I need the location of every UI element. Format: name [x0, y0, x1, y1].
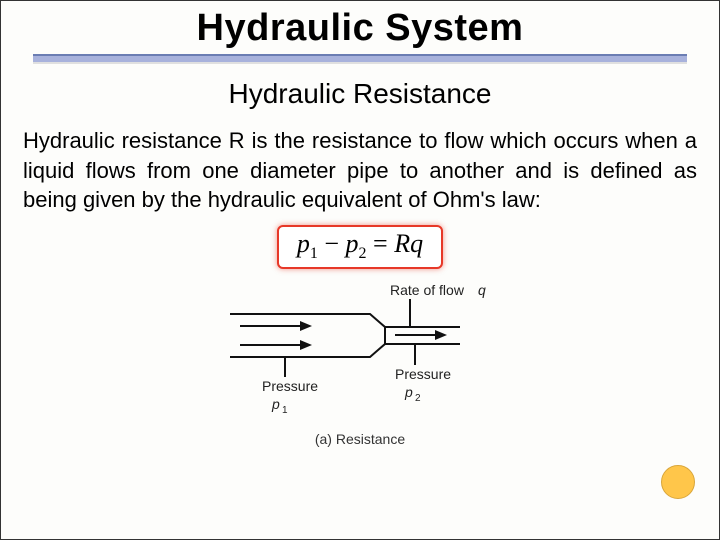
rate-of-flow-symbol: q: [478, 282, 486, 298]
eq-minus: −: [318, 229, 346, 258]
eq-p2-var: p: [346, 229, 359, 258]
page-title: Hydraulic System: [1, 7, 719, 50]
equation-container: p1 − p2 = Rq: [1, 225, 719, 269]
equation: p1 − p2 = Rq: [297, 229, 423, 258]
body-paragraph: Hydraulic resistance R is the resistance…: [23, 126, 697, 215]
eq-p2-sub: 2: [359, 245, 367, 262]
eq-p1-var: p: [297, 229, 310, 258]
p1-sub: 1: [282, 405, 288, 416]
pressure-2-label: Pressure: [395, 366, 451, 382]
flow-arrow-2-head: [300, 340, 312, 350]
p2-sub: 2: [415, 393, 421, 404]
resistance-diagram: Rate of flow q Pressure p 1 Pressure p 2: [200, 279, 520, 429]
equation-box: p1 − p2 = Rq: [277, 225, 443, 269]
p1-symbol: p: [271, 396, 280, 412]
section-subtitle: Hydraulic Resistance: [1, 78, 719, 110]
flow-arrow-1-head: [300, 321, 312, 331]
eq-R: R: [394, 229, 410, 258]
eq-q: q: [410, 229, 423, 258]
diagram-caption: (a) Resistance: [1, 431, 719, 447]
title-underline: [33, 54, 687, 64]
pressure-1-label: Pressure: [262, 378, 318, 394]
p2-symbol: p: [404, 384, 413, 400]
eq-equals: =: [367, 229, 395, 258]
rate-of-flow-label: Rate of flow: [390, 282, 465, 298]
pipe-large: [230, 314, 385, 357]
flow-arrow-3-head: [435, 330, 447, 340]
eq-p1-sub: 1: [310, 245, 318, 262]
diagram-container: Rate of flow q Pressure p 1 Pressure p 2: [1, 279, 719, 429]
slide-dot-icon: [661, 465, 695, 499]
